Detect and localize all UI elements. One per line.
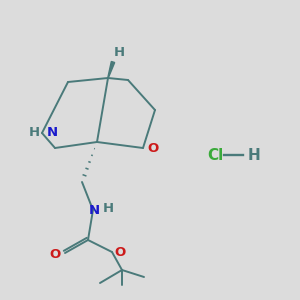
- Text: O: O: [50, 248, 61, 260]
- Text: Cl: Cl: [207, 148, 223, 163]
- Polygon shape: [108, 61, 115, 78]
- Text: O: O: [147, 142, 158, 155]
- Text: H: H: [103, 202, 114, 214]
- Text: N: N: [88, 205, 100, 218]
- Text: H: H: [29, 127, 40, 140]
- Text: H: H: [114, 46, 125, 59]
- Text: N: N: [47, 127, 58, 140]
- Text: O: O: [114, 247, 125, 260]
- Text: H: H: [248, 148, 261, 163]
